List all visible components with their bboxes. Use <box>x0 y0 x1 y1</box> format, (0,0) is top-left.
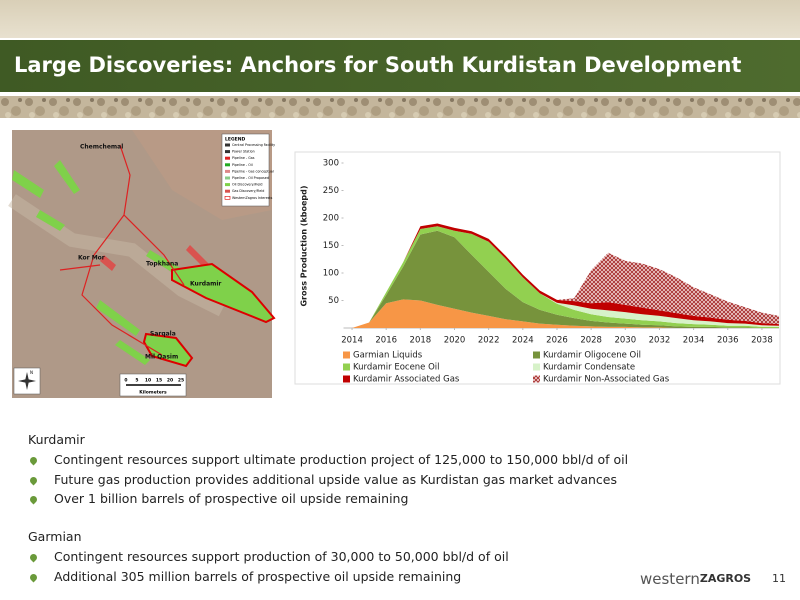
oil-field <box>12 160 200 365</box>
map-legend-text: Gas Discovery/Field <box>232 189 264 193</box>
map-labels: Chemchemal Kor Mor Topkhana Kurdamir Sar… <box>78 144 221 361</box>
legend-label: Kurdamir Associated Gas <box>353 375 460 385</box>
map-legend-text: Oil Discovery/Field <box>232 183 262 187</box>
y-axis-label: Gross Production (kboepd) <box>300 185 309 306</box>
legend-label: Kurdamir Eocene Oil <box>353 363 440 373</box>
map-legend-swatch <box>225 169 230 173</box>
place-label: Sarqala <box>150 331 176 338</box>
map-legend-text: Pipeline - Oil <box>232 163 253 167</box>
rock-strip <box>0 96 800 118</box>
legend-label: Garmian Liquids <box>353 351 423 361</box>
bullet-text: Contingent resources support ultimate pr… <box>54 452 629 467</box>
map-legend-text: Pipeline - Gas <box>232 156 255 160</box>
x-tick-label: 2018 <box>410 336 432 346</box>
map: Chemchemal Kor Mor Topkhana Kurdamir Sar… <box>8 130 276 398</box>
x-tick-label: 2038 <box>751 336 773 346</box>
x-tick-label: 2032 <box>649 336 671 346</box>
chart-frame <box>294 151 781 385</box>
map-legend-swatch <box>224 196 231 200</box>
map-legend-text: Central Processing Facility <box>232 143 275 147</box>
map-legend-swatch <box>225 143 230 147</box>
interest-block <box>171 262 276 324</box>
map-legend-text: Pipeline - Gas conceptual <box>232 169 274 173</box>
scale-label: 15 <box>156 378 162 384</box>
x-tick-label: 2028 <box>580 336 602 346</box>
map-legend-items: Central Processing Facility Power Station… <box>224 143 275 200</box>
interest-block <box>142 332 194 368</box>
section-heading: Garmian <box>28 529 82 544</box>
x-tick-label: 2020 <box>444 336 466 346</box>
y-tick-label: 100 <box>323 269 339 279</box>
legend-swatch <box>533 375 540 383</box>
terrain <box>8 194 226 317</box>
scale-label: 20 <box>167 378 173 384</box>
scale-label: 25 <box>178 378 184 384</box>
y-tick-label: 50 <box>328 296 339 306</box>
map-legend-text: Pipeline - Oil Proposed <box>232 176 269 180</box>
legend-swatch <box>343 375 350 383</box>
top-band <box>0 0 800 38</box>
chart: 50 100 150 200 250 300 2014 2016 2018 2020 2022 202… <box>323 159 779 385</box>
scale-unit: Kilometers <box>139 390 167 396</box>
north-arrow <box>18 372 36 390</box>
y-tick-label: 150 <box>323 241 339 251</box>
bullet-text: Over 1 billion barrels of prospective oi… <box>54 491 409 506</box>
x-tick-label: 2016 <box>375 336 397 346</box>
legend-swatch <box>343 351 350 359</box>
logo-bold: ZAGROS <box>700 572 751 585</box>
map-legend-text: Power Station <box>232 150 255 154</box>
place-label: Topkhana <box>146 261 178 268</box>
north-label: N <box>30 370 33 375</box>
map-legend-text: WesternZagros Interests <box>232 196 273 200</box>
slide-title: Large Discoveries: Anchors for South Kur… <box>14 53 741 77</box>
legend-label: Kurdamir Oligocene Oil <box>543 351 641 361</box>
legend-swatch <box>533 351 540 359</box>
scale-labels: 0 5 10 15 20 25 <box>124 378 184 384</box>
logo: westernZAGROS <box>640 570 751 588</box>
map-legend-swatch <box>225 150 230 154</box>
section-heading: Kurdamir <box>28 432 85 447</box>
x-tick-label: 2014 <box>341 336 363 346</box>
x-tick-label: 2022 <box>478 336 500 346</box>
map-legend-swatch <box>225 163 230 167</box>
y-tick-label: 250 <box>323 186 339 196</box>
x-tick-label: 2026 <box>546 336 568 346</box>
scale-label: 5 <box>135 378 138 384</box>
map-legend-swatch <box>225 189 230 193</box>
map-legend-swatch <box>225 156 230 160</box>
legend-swatch <box>533 363 540 371</box>
area <box>352 223 779 328</box>
x-tick-label: 2036 <box>717 336 739 346</box>
place-label: Mil Qasim <box>145 354 178 361</box>
map-legend-swatch <box>225 176 230 180</box>
place-label: Kor Mor <box>78 255 105 262</box>
map-legend-swatch <box>225 183 230 187</box>
x-tick-label: 2024 <box>512 336 534 346</box>
bullet-text: Additional 305 million barrels of prospe… <box>54 568 462 584</box>
pipeline <box>59 144 185 356</box>
bullet-text: Contingent resources support production … <box>54 549 509 564</box>
x-tick-label: 2034 <box>683 336 705 346</box>
scale-label: 10 <box>145 378 151 384</box>
area <box>352 299 779 328</box>
logo-light: western <box>640 570 700 588</box>
legend-label: Kurdamir Non-Associated Gas <box>543 375 670 385</box>
place-label: Kurdamir <box>190 281 221 288</box>
y-tick-label: 300 <box>323 159 339 169</box>
map-legend-title: LEGEND <box>225 137 245 143</box>
x-tick-label: 2030 <box>614 336 636 346</box>
place-label: Chemchemal <box>80 144 123 151</box>
legend-label: Kurdamir Condensate <box>543 363 635 373</box>
gas-field <box>100 245 210 271</box>
page-number: 11 <box>772 572 786 585</box>
area <box>352 230 779 328</box>
area <box>352 226 779 328</box>
y-tick-label: 200 <box>323 214 339 224</box>
title-bar <box>0 40 800 92</box>
scale-label: 0 <box>124 378 127 384</box>
legend-swatch <box>343 363 350 371</box>
bullet-text: Future gas production provides additiona… <box>54 471 617 487</box>
